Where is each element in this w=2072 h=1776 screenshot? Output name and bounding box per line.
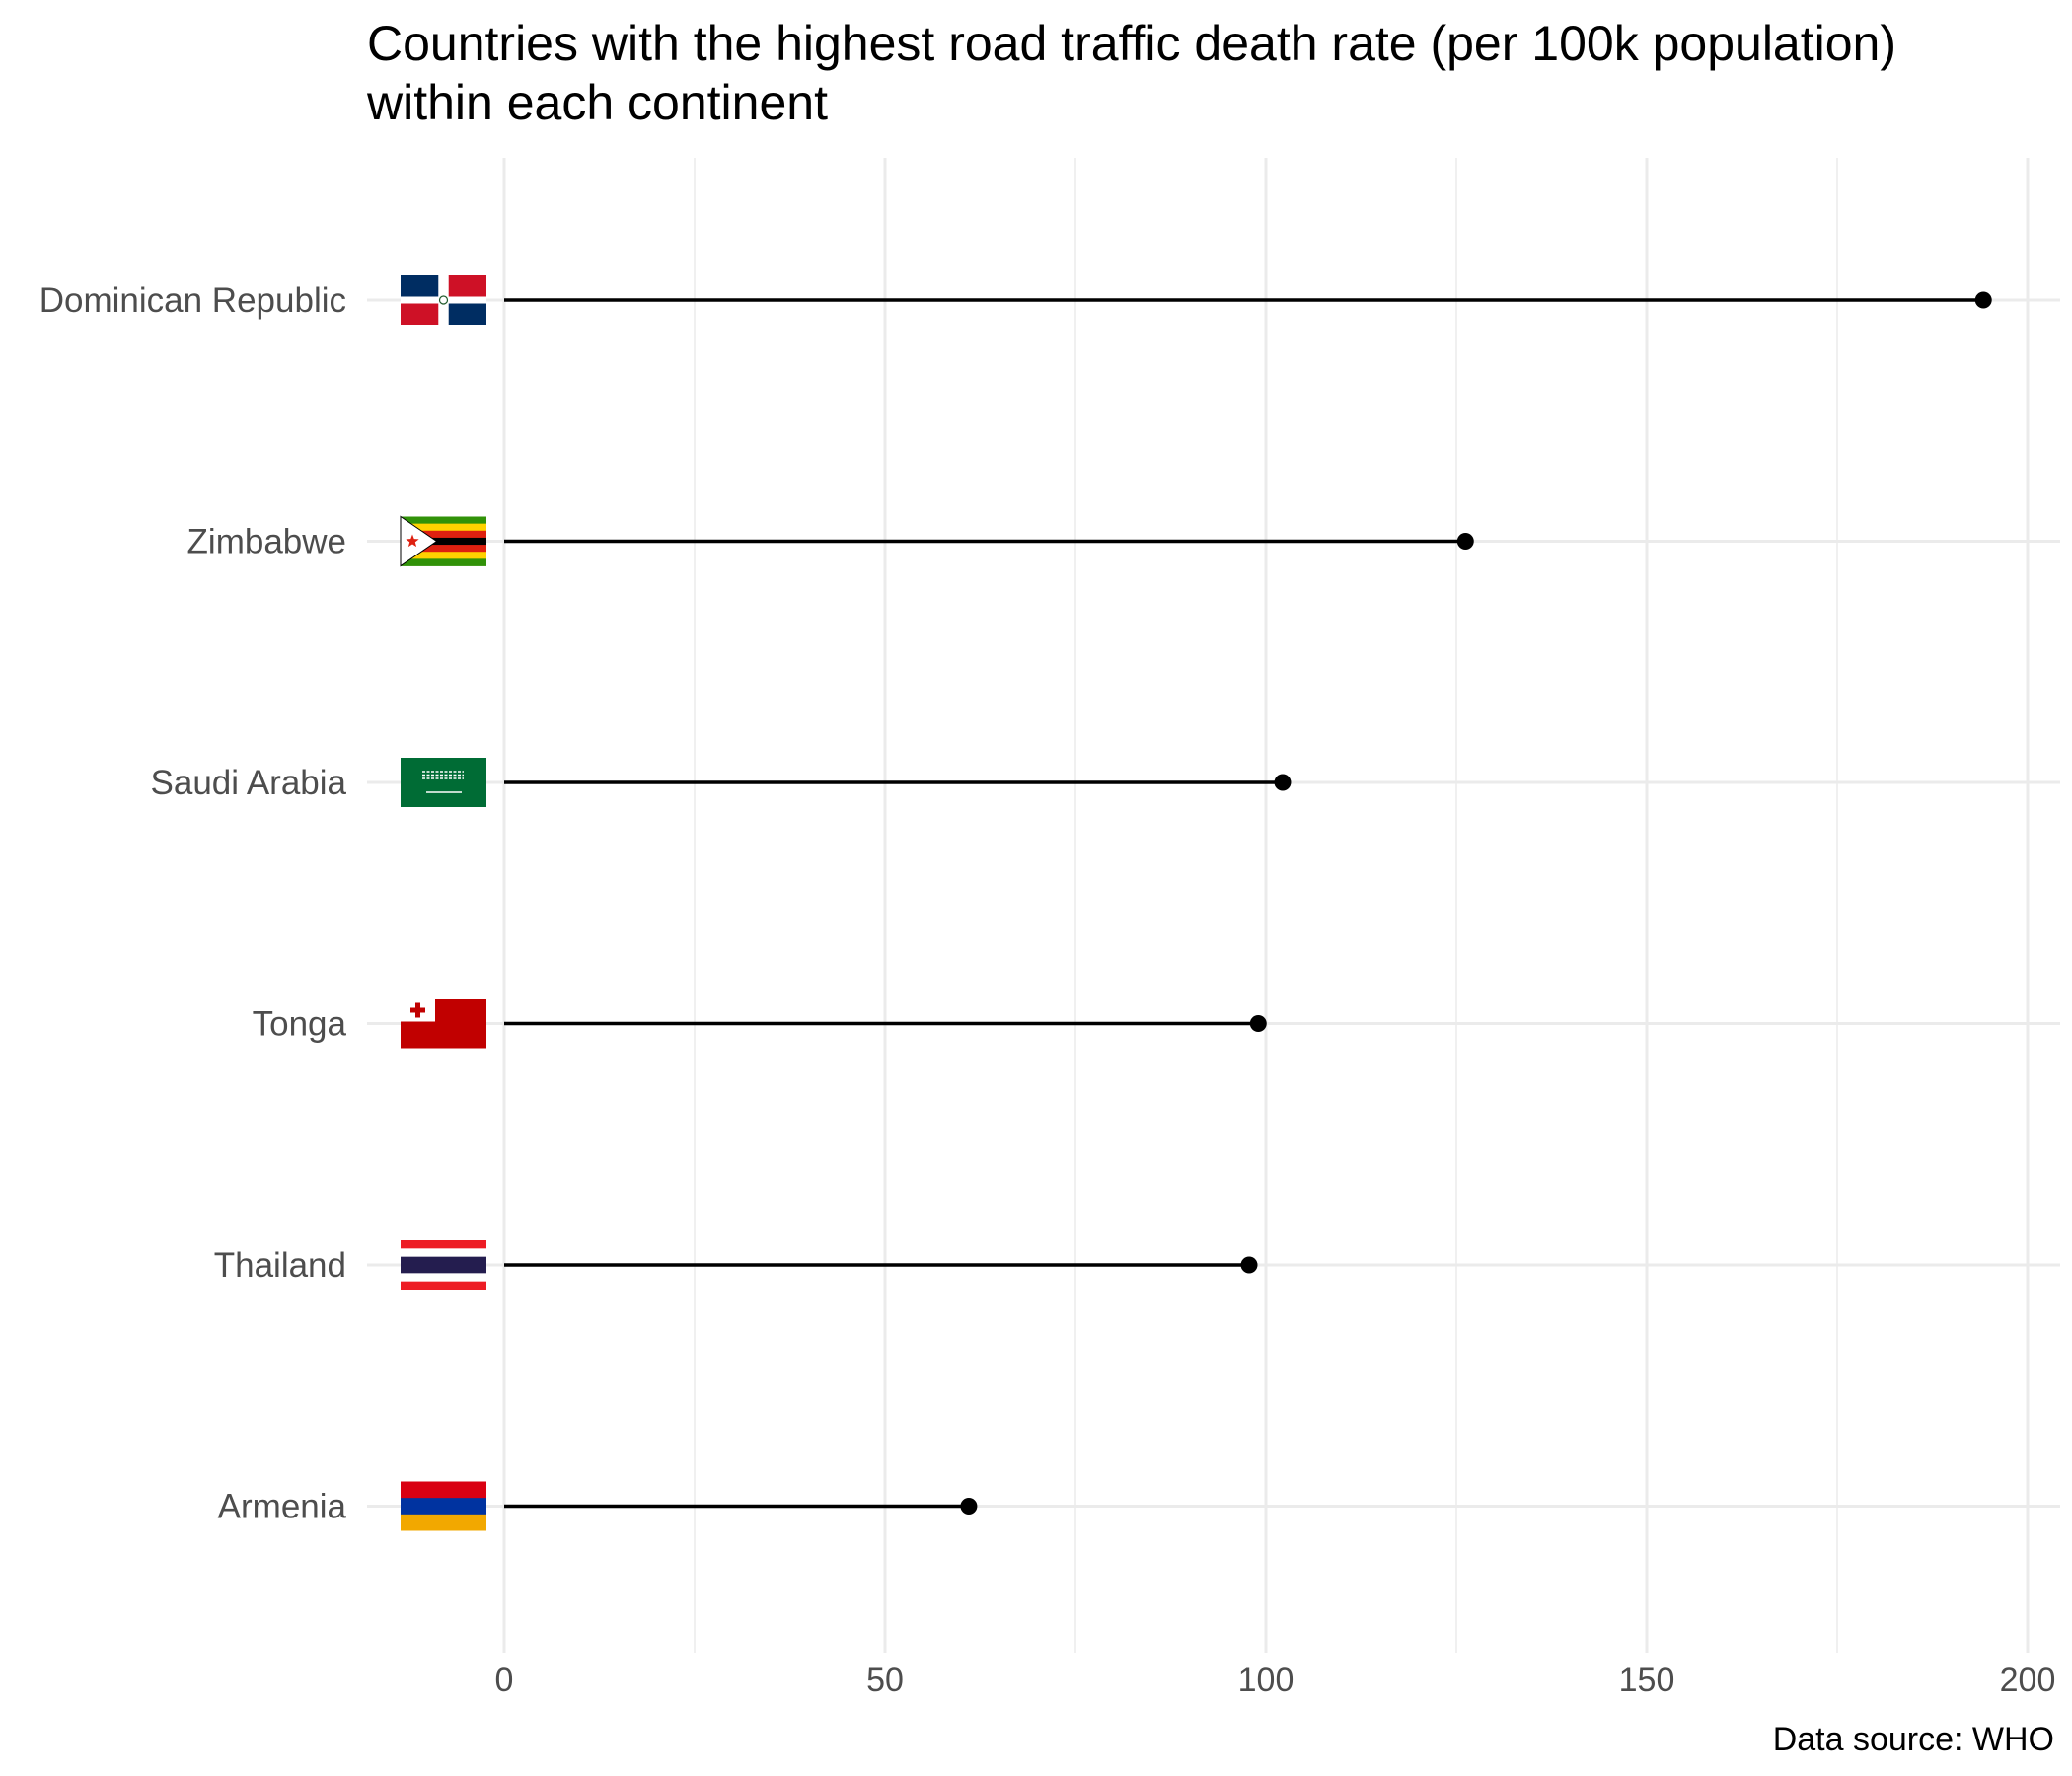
lollipop-point <box>960 1498 978 1515</box>
zimbabwe-flag <box>400 515 486 567</box>
lollipop-point <box>1274 774 1292 791</box>
tonga-flag <box>401 999 486 1049</box>
y-category-label: Zimbabwe <box>187 523 346 561</box>
chart-title-line-1: Countries with the highest road traffic … <box>367 16 1896 71</box>
lollipop-points <box>960 291 1992 1515</box>
minor-gridlines <box>694 158 1838 1653</box>
lollipop-point <box>1974 291 1992 309</box>
y-category-label: Saudi Arabia <box>151 764 347 802</box>
armenia-flag <box>401 1481 486 1531</box>
lollipop-point <box>1249 1015 1267 1032</box>
lollipop-point <box>1456 533 1474 550</box>
x-tick-label: 200 <box>2000 1662 2056 1699</box>
y-category-label: Dominican Republic <box>39 281 346 320</box>
dominican-republic-flag <box>401 275 486 325</box>
chart-title: Countries with the highest road traffic … <box>367 14 2044 132</box>
y-axis-category-labels: Dominican Republic Zimbabwe Saudi Arabia To… <box>39 281 347 1526</box>
chart-title-line-2: within each continent <box>367 75 828 130</box>
x-tick-label: 150 <box>1619 1662 1675 1699</box>
thailand-flag <box>401 1240 486 1290</box>
x-axis-tick-labels: 0 50 100 150 200 <box>495 1662 2056 1699</box>
y-category-label: Thailand <box>214 1246 346 1285</box>
lollipop-stems <box>504 298 1984 1509</box>
major-gridlines <box>367 158 2060 1653</box>
data-source-caption: Data source: WHO <box>1772 1721 2054 1758</box>
y-category-label: Tonga <box>253 1005 347 1044</box>
x-tick-label: 50 <box>866 1662 904 1699</box>
saudi-arabia-flag <box>401 758 486 807</box>
y-category-label: Armenia <box>218 1488 347 1526</box>
lollipop-point <box>1240 1256 1258 1274</box>
country-flags <box>400 275 486 1531</box>
x-tick-label: 0 <box>495 1662 514 1699</box>
x-tick-label: 100 <box>1238 1662 1295 1699</box>
